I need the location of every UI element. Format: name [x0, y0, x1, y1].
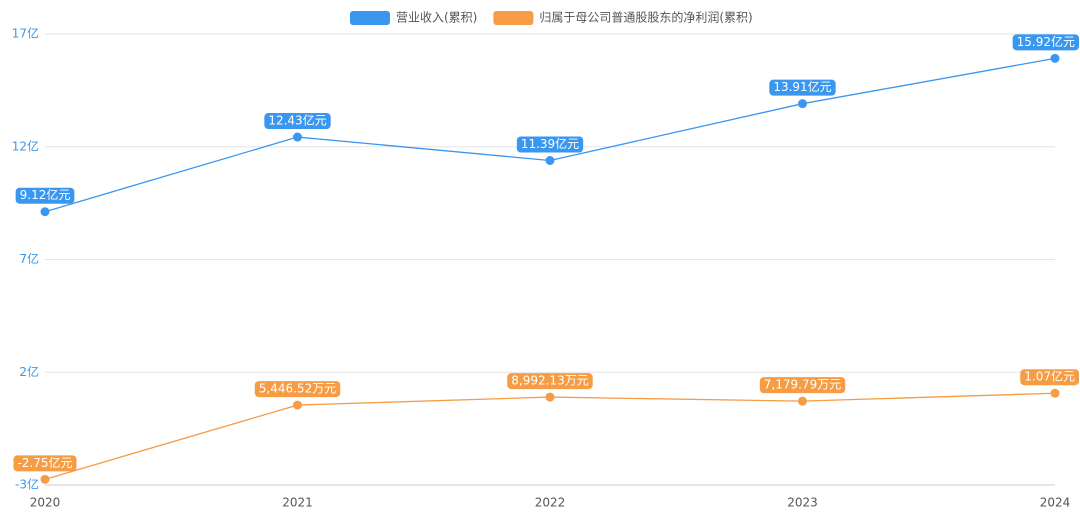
data-point	[545, 392, 555, 402]
data-label: 1.07亿元	[1020, 369, 1079, 386]
y-tick-label: -3亿	[15, 477, 39, 492]
data-label-bg	[507, 373, 593, 390]
data-label-text: 12.43亿元	[268, 113, 326, 128]
data-label-bg	[15, 187, 75, 204]
legend-label: 归属于母公司普通股股东的净利润(累积)	[539, 10, 752, 25]
series-line	[44, 392, 1056, 480]
data-label: 15.92亿元	[1012, 34, 1079, 51]
data-point	[40, 207, 50, 217]
data-point	[40, 474, 50, 484]
data-label-bg	[769, 79, 836, 96]
data-label-text: 13.91亿元	[773, 79, 831, 94]
data-label: 5,446.52万元	[254, 381, 341, 398]
y-tick-label: 2亿	[19, 364, 39, 379]
x-tick-label: 2022	[535, 496, 566, 510]
y-tick-label: 7亿	[19, 251, 39, 266]
data-label: 11.39亿元	[516, 136, 584, 153]
data-label: 12.43亿元	[264, 113, 331, 130]
data-point	[545, 156, 555, 166]
data-point	[293, 132, 302, 142]
data-label-text: 9.12亿元	[20, 187, 71, 202]
data-label: 7,179.79万元	[759, 377, 846, 394]
data-label: 8,992.13万元	[507, 373, 593, 390]
y-tick-label: 12亿	[12, 138, 39, 153]
y-tick-label: 17亿	[12, 26, 39, 41]
data-label: 13.91亿元	[769, 79, 836, 96]
x-tick-label: 2024	[1040, 496, 1071, 510]
data-label-text: 1.07亿元	[1024, 369, 1075, 384]
data-label-bg	[1020, 369, 1079, 386]
legend-label: 营业收入(累积)	[396, 11, 477, 25]
data-point	[293, 400, 302, 410]
data-label-text: 7,179.79万元	[764, 378, 841, 392]
data-label-text: 15.92亿元	[1017, 34, 1075, 49]
data-label-bg	[13, 455, 77, 472]
data-label-bg	[254, 381, 341, 398]
legend-swatch	[350, 11, 390, 25]
data-label-text: 5,446.52万元	[259, 382, 336, 396]
data-label-text: -2.75亿元	[17, 455, 72, 470]
data-point	[798, 99, 807, 109]
data-label-bg	[1012, 34, 1079, 51]
data-label-text: 11.39亿元	[521, 136, 579, 151]
data-point	[1050, 388, 1060, 398]
x-tick-label: 2023	[787, 496, 818, 510]
x-tick-label: 2021	[282, 496, 313, 510]
data-label: -2.75亿元	[13, 455, 77, 472]
data-label: 9.12亿元	[15, 187, 75, 204]
series-line	[44, 57, 1056, 213]
data-point	[798, 396, 807, 406]
data-label-bg	[516, 136, 584, 153]
data-label-bg	[759, 377, 846, 394]
data-label-text: 8,992.13万元	[511, 374, 588, 388]
data-label-bg	[264, 113, 331, 130]
legend-swatch	[493, 11, 534, 25]
x-tick-label: 2020	[30, 496, 61, 510]
data-point	[1050, 53, 1060, 63]
